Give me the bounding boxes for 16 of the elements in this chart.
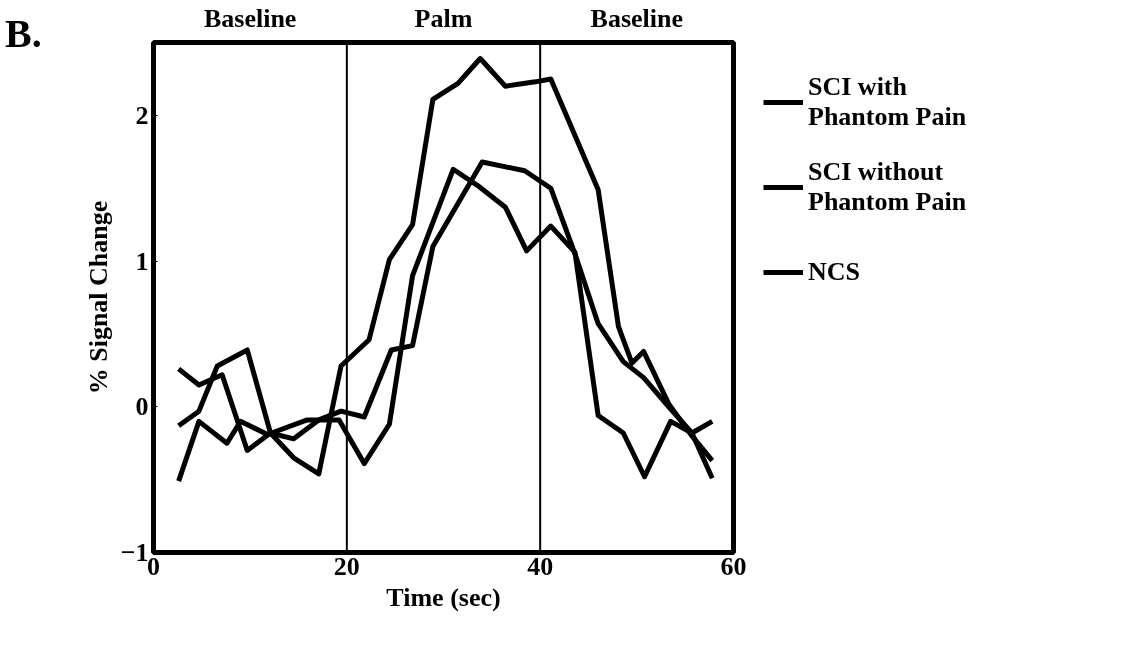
x-tick-label: 20 — [333, 551, 360, 581]
text: Baseline — [203, 3, 297, 33]
y-tick-label: 2 — [135, 100, 149, 130]
legend-label: SCI without Phantom Pain — [808, 157, 967, 217]
x-tick-label: 40 — [527, 551, 554, 581]
legend-label: SCI with Phantom Pain — [808, 72, 967, 132]
text: Palm — [414, 3, 473, 33]
legend-label: NCS — [808, 256, 861, 288]
y-tick-label: −1 — [120, 538, 149, 567]
x-axis-title: Time (sec) — [386, 582, 501, 612]
y-tick-label: 0 — [135, 392, 149, 422]
x-tick-label: 60 — [720, 551, 747, 581]
text: Baseline — [590, 3, 684, 33]
y-axis-title: % Signal Change — [83, 200, 113, 395]
chart-title: B. — [5, 10, 42, 58]
y-tick-label: 1 — [135, 246, 149, 276]
